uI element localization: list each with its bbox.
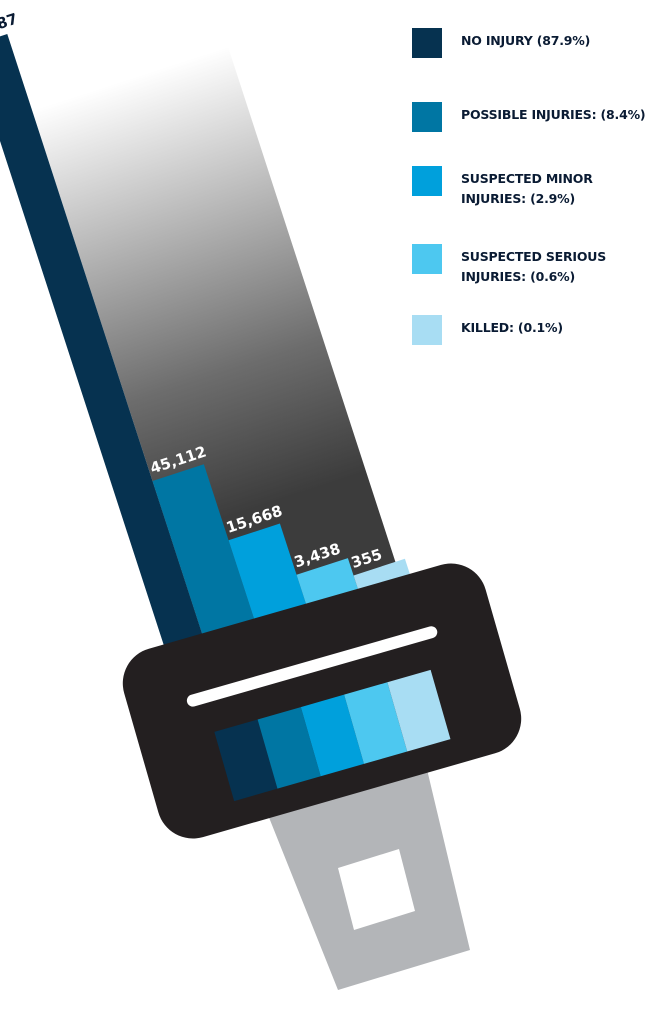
legend-label: KILLED: (0.1%) bbox=[461, 320, 563, 335]
buckle-color-window bbox=[214, 669, 451, 802]
legend-label: SUSPECTED MINOR INJURIES: (2.9%) bbox=[461, 171, 593, 206]
buckle-swatch-3 bbox=[300, 694, 364, 777]
buckle-latch-hole bbox=[338, 849, 415, 930]
bar-1 bbox=[0, 33, 218, 694]
legend-label: SUSPECTED SERIOUS INJURIES: (0.6%) bbox=[461, 249, 607, 284]
buckle-swatch-2 bbox=[257, 707, 321, 789]
buckle-swatch-4 bbox=[344, 682, 408, 764]
legend-label: POSSIBLE INJURIES: (8.4%) bbox=[461, 107, 646, 122]
legend-swatch bbox=[412, 102, 442, 132]
legend-swatch bbox=[412, 28, 442, 58]
legend-swatch bbox=[412, 166, 442, 196]
buckle-body bbox=[122, 563, 522, 839]
buckle-slot bbox=[186, 626, 438, 707]
strap-fade bbox=[31, 46, 401, 643]
legend-swatch bbox=[412, 244, 442, 274]
buckle-swatch-5 bbox=[387, 669, 451, 752]
legend-label: NO INJURY (87.9%) bbox=[461, 33, 591, 48]
legend-swatch bbox=[412, 315, 442, 345]
buckle-swatch-1 bbox=[214, 719, 278, 802]
